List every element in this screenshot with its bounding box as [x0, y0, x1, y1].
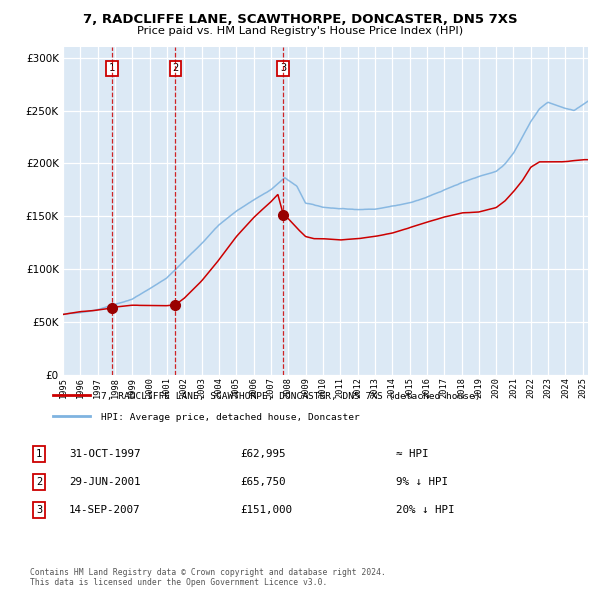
Text: 3: 3 [280, 63, 286, 73]
Text: 2: 2 [172, 63, 179, 73]
Text: 3: 3 [36, 505, 42, 514]
Text: 31-OCT-1997: 31-OCT-1997 [69, 450, 140, 459]
Text: 7, RADCLIFFE LANE, SCAWTHORPE, DONCASTER, DN5 7XS (detached house): 7, RADCLIFFE LANE, SCAWTHORPE, DONCASTER… [101, 392, 481, 401]
Text: 20% ↓ HPI: 20% ↓ HPI [396, 505, 455, 514]
Text: 1: 1 [36, 450, 42, 459]
Text: 14-SEP-2007: 14-SEP-2007 [69, 505, 140, 514]
Text: 1: 1 [109, 63, 115, 73]
Text: 9% ↓ HPI: 9% ↓ HPI [396, 477, 448, 487]
Text: 7, RADCLIFFE LANE, SCAWTHORPE, DONCASTER, DN5 7XS: 7, RADCLIFFE LANE, SCAWTHORPE, DONCASTER… [83, 13, 517, 26]
Text: £151,000: £151,000 [240, 505, 292, 514]
Text: 2: 2 [36, 477, 42, 487]
Text: HPI: Average price, detached house, Doncaster: HPI: Average price, detached house, Donc… [101, 412, 360, 422]
Text: 29-JUN-2001: 29-JUN-2001 [69, 477, 140, 487]
Text: ≈ HPI: ≈ HPI [396, 450, 428, 459]
Text: Contains HM Land Registry data © Crown copyright and database right 2024.
This d: Contains HM Land Registry data © Crown c… [30, 568, 386, 587]
Text: £62,995: £62,995 [240, 450, 286, 459]
Text: Price paid vs. HM Land Registry's House Price Index (HPI): Price paid vs. HM Land Registry's House … [137, 26, 463, 36]
Text: £65,750: £65,750 [240, 477, 286, 487]
